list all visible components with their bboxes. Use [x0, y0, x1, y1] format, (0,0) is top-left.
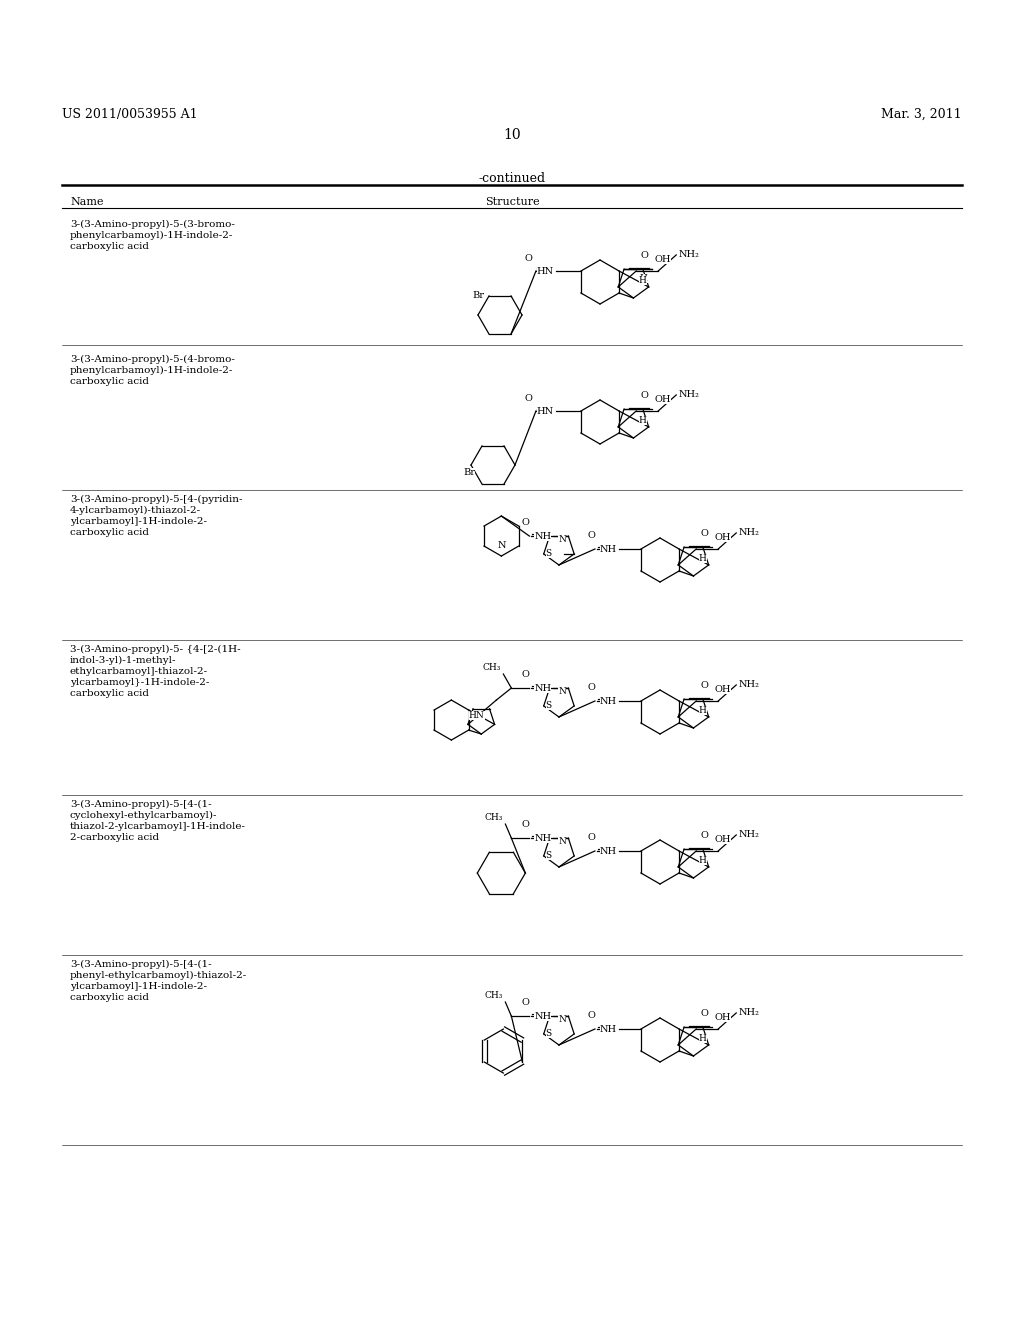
Text: N: N — [558, 837, 566, 846]
Text: 10: 10 — [503, 128, 521, 143]
Text: NH₂: NH₂ — [738, 1008, 759, 1018]
Text: NH: NH — [535, 833, 551, 842]
Text: O: O — [700, 529, 708, 539]
Text: 2-carboxylic acid: 2-carboxylic acid — [70, 833, 159, 842]
Text: NH: NH — [600, 697, 616, 705]
Text: HN: HN — [469, 710, 484, 719]
Text: H: H — [699, 554, 707, 564]
Text: O: O — [700, 1008, 708, 1018]
Text: cyclohexyl-ethylcarbamoyl)-: cyclohexyl-ethylcarbamoyl)- — [70, 810, 217, 820]
Text: N: N — [558, 1015, 566, 1023]
Text: O: O — [521, 820, 529, 829]
Text: OH: OH — [714, 533, 730, 543]
Text: H: H — [640, 275, 648, 282]
Text: phenylcarbamoyl)-1H-indole-2-: phenylcarbamoyl)-1H-indole-2- — [70, 366, 233, 375]
Text: Mar. 3, 2011: Mar. 3, 2011 — [882, 108, 962, 121]
Text: carboxylic acid: carboxylic acid — [70, 378, 150, 385]
Text: O: O — [587, 1011, 595, 1020]
Text: carboxylic acid: carboxylic acid — [70, 689, 150, 698]
Text: NH: NH — [600, 846, 616, 855]
Text: ylcarbamoyl}-1H-indole-2-: ylcarbamoyl}-1H-indole-2- — [70, 678, 209, 686]
Text: NH₂: NH₂ — [678, 251, 699, 260]
Text: H: H — [699, 1034, 707, 1043]
Text: N: N — [558, 686, 566, 696]
Text: NH: NH — [535, 532, 551, 541]
Text: O: O — [521, 517, 529, 527]
Text: Structure: Structure — [484, 197, 540, 207]
Text: ylcarbamoyl]-1H-indole-2-: ylcarbamoyl]-1H-indole-2- — [70, 982, 207, 991]
Text: O: O — [587, 833, 595, 842]
Text: O: O — [700, 832, 708, 840]
Text: phenylcarbamoyl)-1H-indole-2-: phenylcarbamoyl)-1H-indole-2- — [70, 231, 233, 240]
Text: carboxylic acid: carboxylic acid — [70, 993, 150, 1002]
Text: 3-(3-Amino-propyl)-5- {4-[2-(1H-: 3-(3-Amino-propyl)-5- {4-[2-(1H- — [70, 645, 241, 655]
Text: NH₂: NH₂ — [678, 391, 699, 400]
Text: 3-(3-Amino-propyl)-5-[4-(pyridin-: 3-(3-Amino-propyl)-5-[4-(pyridin- — [70, 495, 243, 504]
Text: Br: Br — [463, 469, 475, 477]
Text: S: S — [546, 701, 552, 710]
Text: CH₃: CH₃ — [485, 813, 504, 822]
Text: CH₃: CH₃ — [483, 663, 502, 672]
Text: O: O — [587, 682, 595, 692]
Text: US 2011/0053955 A1: US 2011/0053955 A1 — [62, 108, 198, 121]
Text: indol-3-yl)-1-methyl-: indol-3-yl)-1-methyl- — [70, 656, 176, 665]
Text: H: H — [639, 416, 647, 425]
Text: OH: OH — [654, 255, 671, 264]
Text: NH₂: NH₂ — [738, 830, 759, 840]
Text: S: S — [546, 1030, 552, 1039]
Text: S: S — [546, 851, 552, 861]
Text: O: O — [521, 998, 529, 1007]
Text: NH₂: NH₂ — [738, 680, 759, 689]
Text: NH: NH — [600, 1024, 616, 1034]
Text: NH: NH — [535, 684, 551, 693]
Text: -continued: -continued — [478, 172, 546, 185]
Text: N: N — [497, 541, 506, 550]
Text: HN: HN — [537, 267, 554, 276]
Text: H: H — [699, 706, 707, 715]
Text: Name: Name — [70, 197, 103, 207]
Text: 3-(3-Amino-propyl)-5-[4-(1-: 3-(3-Amino-propyl)-5-[4-(1- — [70, 800, 212, 809]
Text: carboxylic acid: carboxylic acid — [70, 528, 150, 537]
Text: NH: NH — [600, 544, 616, 553]
Text: ethylcarbamoyl]-thiazol-2-: ethylcarbamoyl]-thiazol-2- — [70, 667, 208, 676]
Text: HN: HN — [537, 407, 554, 416]
Text: O: O — [521, 671, 529, 678]
Text: Br: Br — [472, 292, 484, 301]
Text: O: O — [640, 391, 648, 400]
Text: 3-(3-Amino-propyl)-5-(3-bromo-: 3-(3-Amino-propyl)-5-(3-bromo- — [70, 220, 234, 230]
Text: OH: OH — [714, 1012, 730, 1022]
Text: phenyl-ethylcarbamoyl)-thiazol-2-: phenyl-ethylcarbamoyl)-thiazol-2- — [70, 972, 247, 981]
Text: S: S — [546, 549, 552, 558]
Text: ylcarbamoyl]-1H-indole-2-: ylcarbamoyl]-1H-indole-2- — [70, 517, 207, 525]
Text: N: N — [558, 535, 566, 544]
Text: OH: OH — [714, 836, 730, 843]
Text: CH₃: CH₃ — [485, 991, 504, 1001]
Text: O: O — [524, 253, 531, 263]
Text: OH: OH — [714, 685, 730, 694]
Text: carboxylic acid: carboxylic acid — [70, 242, 150, 251]
Text: 3-(3-Amino-propyl)-5-[4-(1-: 3-(3-Amino-propyl)-5-[4-(1- — [70, 960, 212, 969]
Text: O: O — [640, 251, 648, 260]
Text: thiazol-2-ylcarbamoyl]-1H-indole-: thiazol-2-ylcarbamoyl]-1H-indole- — [70, 822, 246, 832]
Text: NH₂: NH₂ — [738, 528, 759, 537]
Text: O: O — [524, 393, 531, 403]
Text: O: O — [700, 681, 708, 690]
Text: 3-(3-Amino-propyl)-5-(4-bromo-: 3-(3-Amino-propyl)-5-(4-bromo- — [70, 355, 234, 364]
Text: NH: NH — [535, 1011, 551, 1020]
Text: H: H — [699, 857, 707, 865]
Text: O: O — [587, 531, 595, 540]
Text: OH: OH — [654, 395, 671, 404]
Text: 4-ylcarbamoyl)-thiazol-2-: 4-ylcarbamoyl)-thiazol-2- — [70, 506, 201, 515]
Text: H: H — [639, 276, 647, 285]
